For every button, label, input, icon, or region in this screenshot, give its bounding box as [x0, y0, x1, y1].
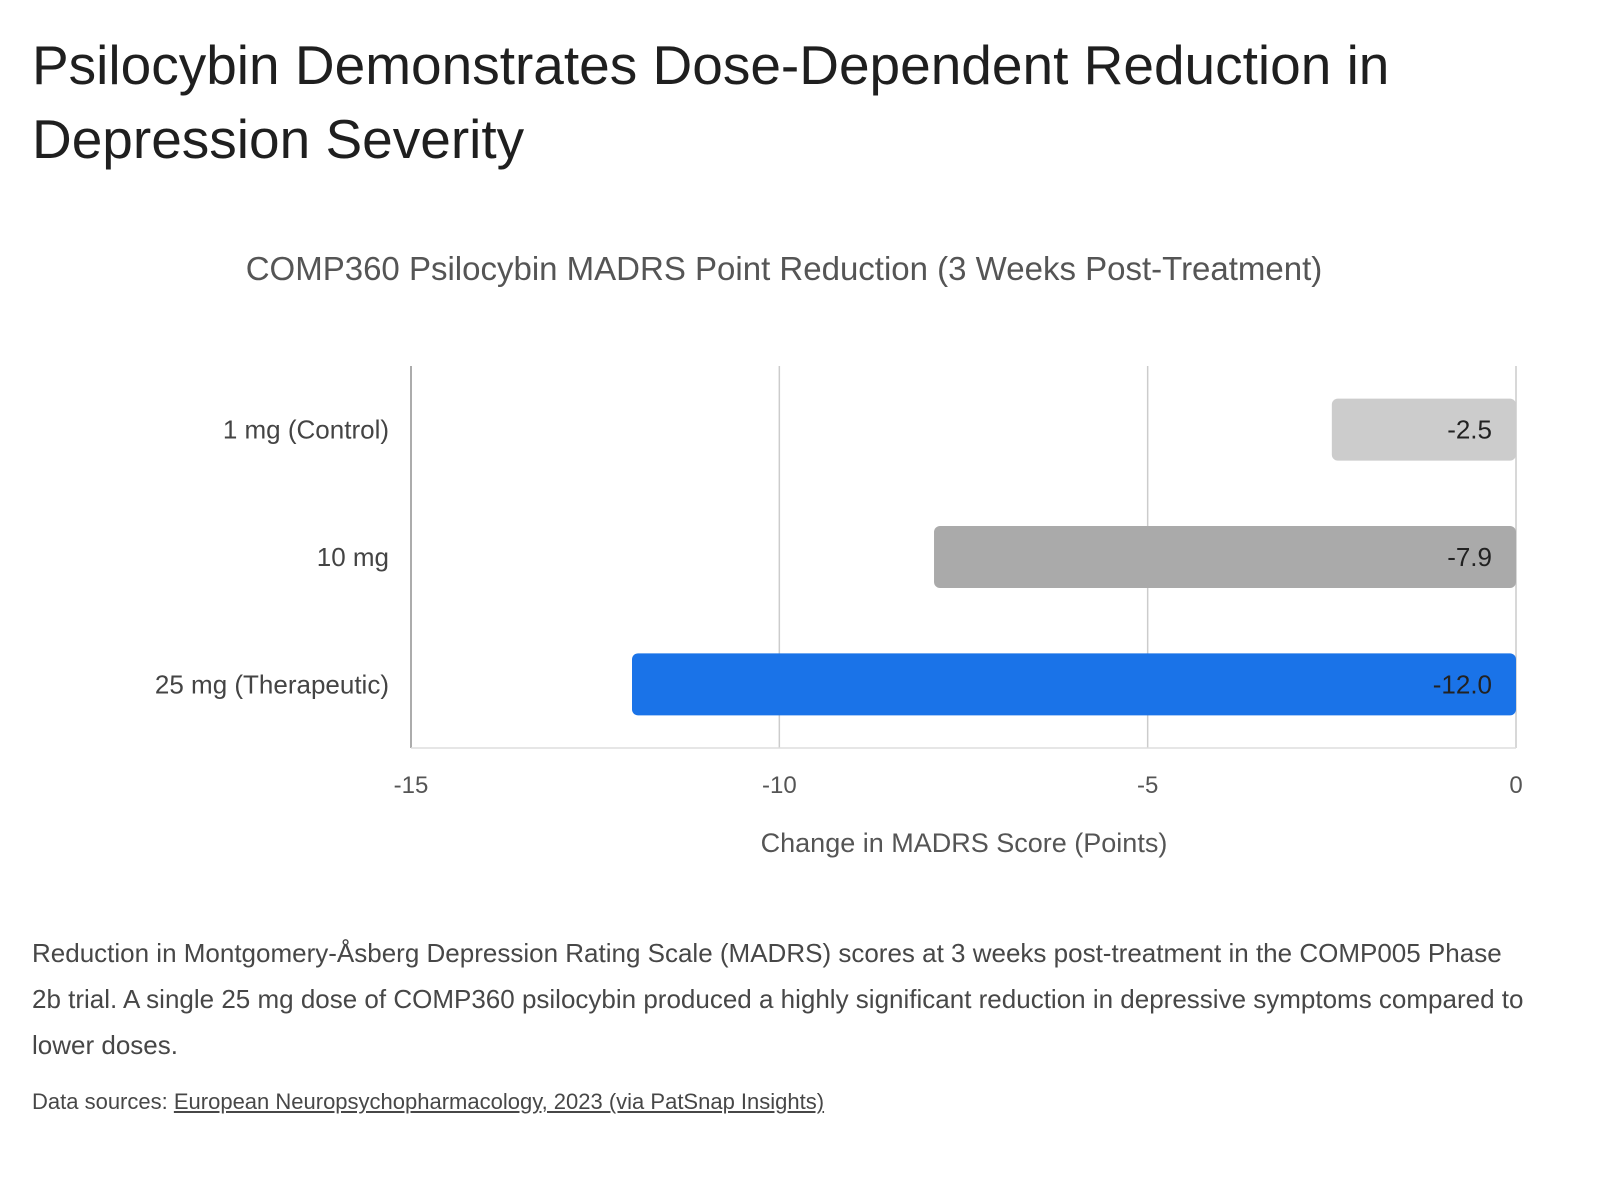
category-label: 25 mg (Therapeutic) — [155, 669, 389, 699]
x-axis-title: Change in MADRS Score (Points) — [761, 828, 1168, 858]
bars — [632, 398, 1516, 716]
y-axis-labels: 1 mg (Control) 10 mg 25 mg (Therapeutic) — [155, 415, 389, 700]
data-sources: Data sources: European Neuropsychopharma… — [32, 1086, 824, 1118]
chart-caption: Reduction in Montgomery-Åsberg Depressio… — [32, 938, 1524, 1060]
chart-container: COMP360 Psilocybin MADRS Point Reduction… — [0, 232, 1600, 892]
x-axis-labels: -15 -10 -5 0 — [394, 772, 1523, 799]
x-tick-label: 0 — [1509, 772, 1522, 799]
bar[interactable] — [934, 526, 1516, 588]
x-tick-label: -10 — [762, 772, 797, 799]
data-labels: -2.5 -7.9 -12.0 — [1433, 415, 1492, 700]
bar[interactable] — [632, 653, 1516, 716]
bar-value-label: -12.0 — [1433, 669, 1492, 699]
sources-label: Data sources: — [32, 1089, 168, 1114]
chart-title: COMP360 Psilocybin MADRS Point Reduction… — [246, 250, 1323, 287]
x-tick-label: -15 — [394, 772, 429, 799]
sources-link[interactable]: European Neuropsychopharmacology, 2023 (… — [173, 1089, 825, 1114]
category-label: 10 mg — [317, 542, 389, 572]
page-headline: Psilocybin Demonstrates Dose-Dependent R… — [32, 34, 1390, 170]
category-label: 1 mg (Control) — [223, 415, 389, 445]
bar[interactable] — [1331, 398, 1516, 461]
bar-value-label: -2.5 — [1447, 415, 1492, 445]
madrs-bar-chart: COMP360 Psilocybin MADRS Point Reduction… — [155, 250, 1523, 858]
x-tick-label: -5 — [1137, 772, 1158, 799]
bar-value-label: -7.9 — [1447, 542, 1492, 572]
